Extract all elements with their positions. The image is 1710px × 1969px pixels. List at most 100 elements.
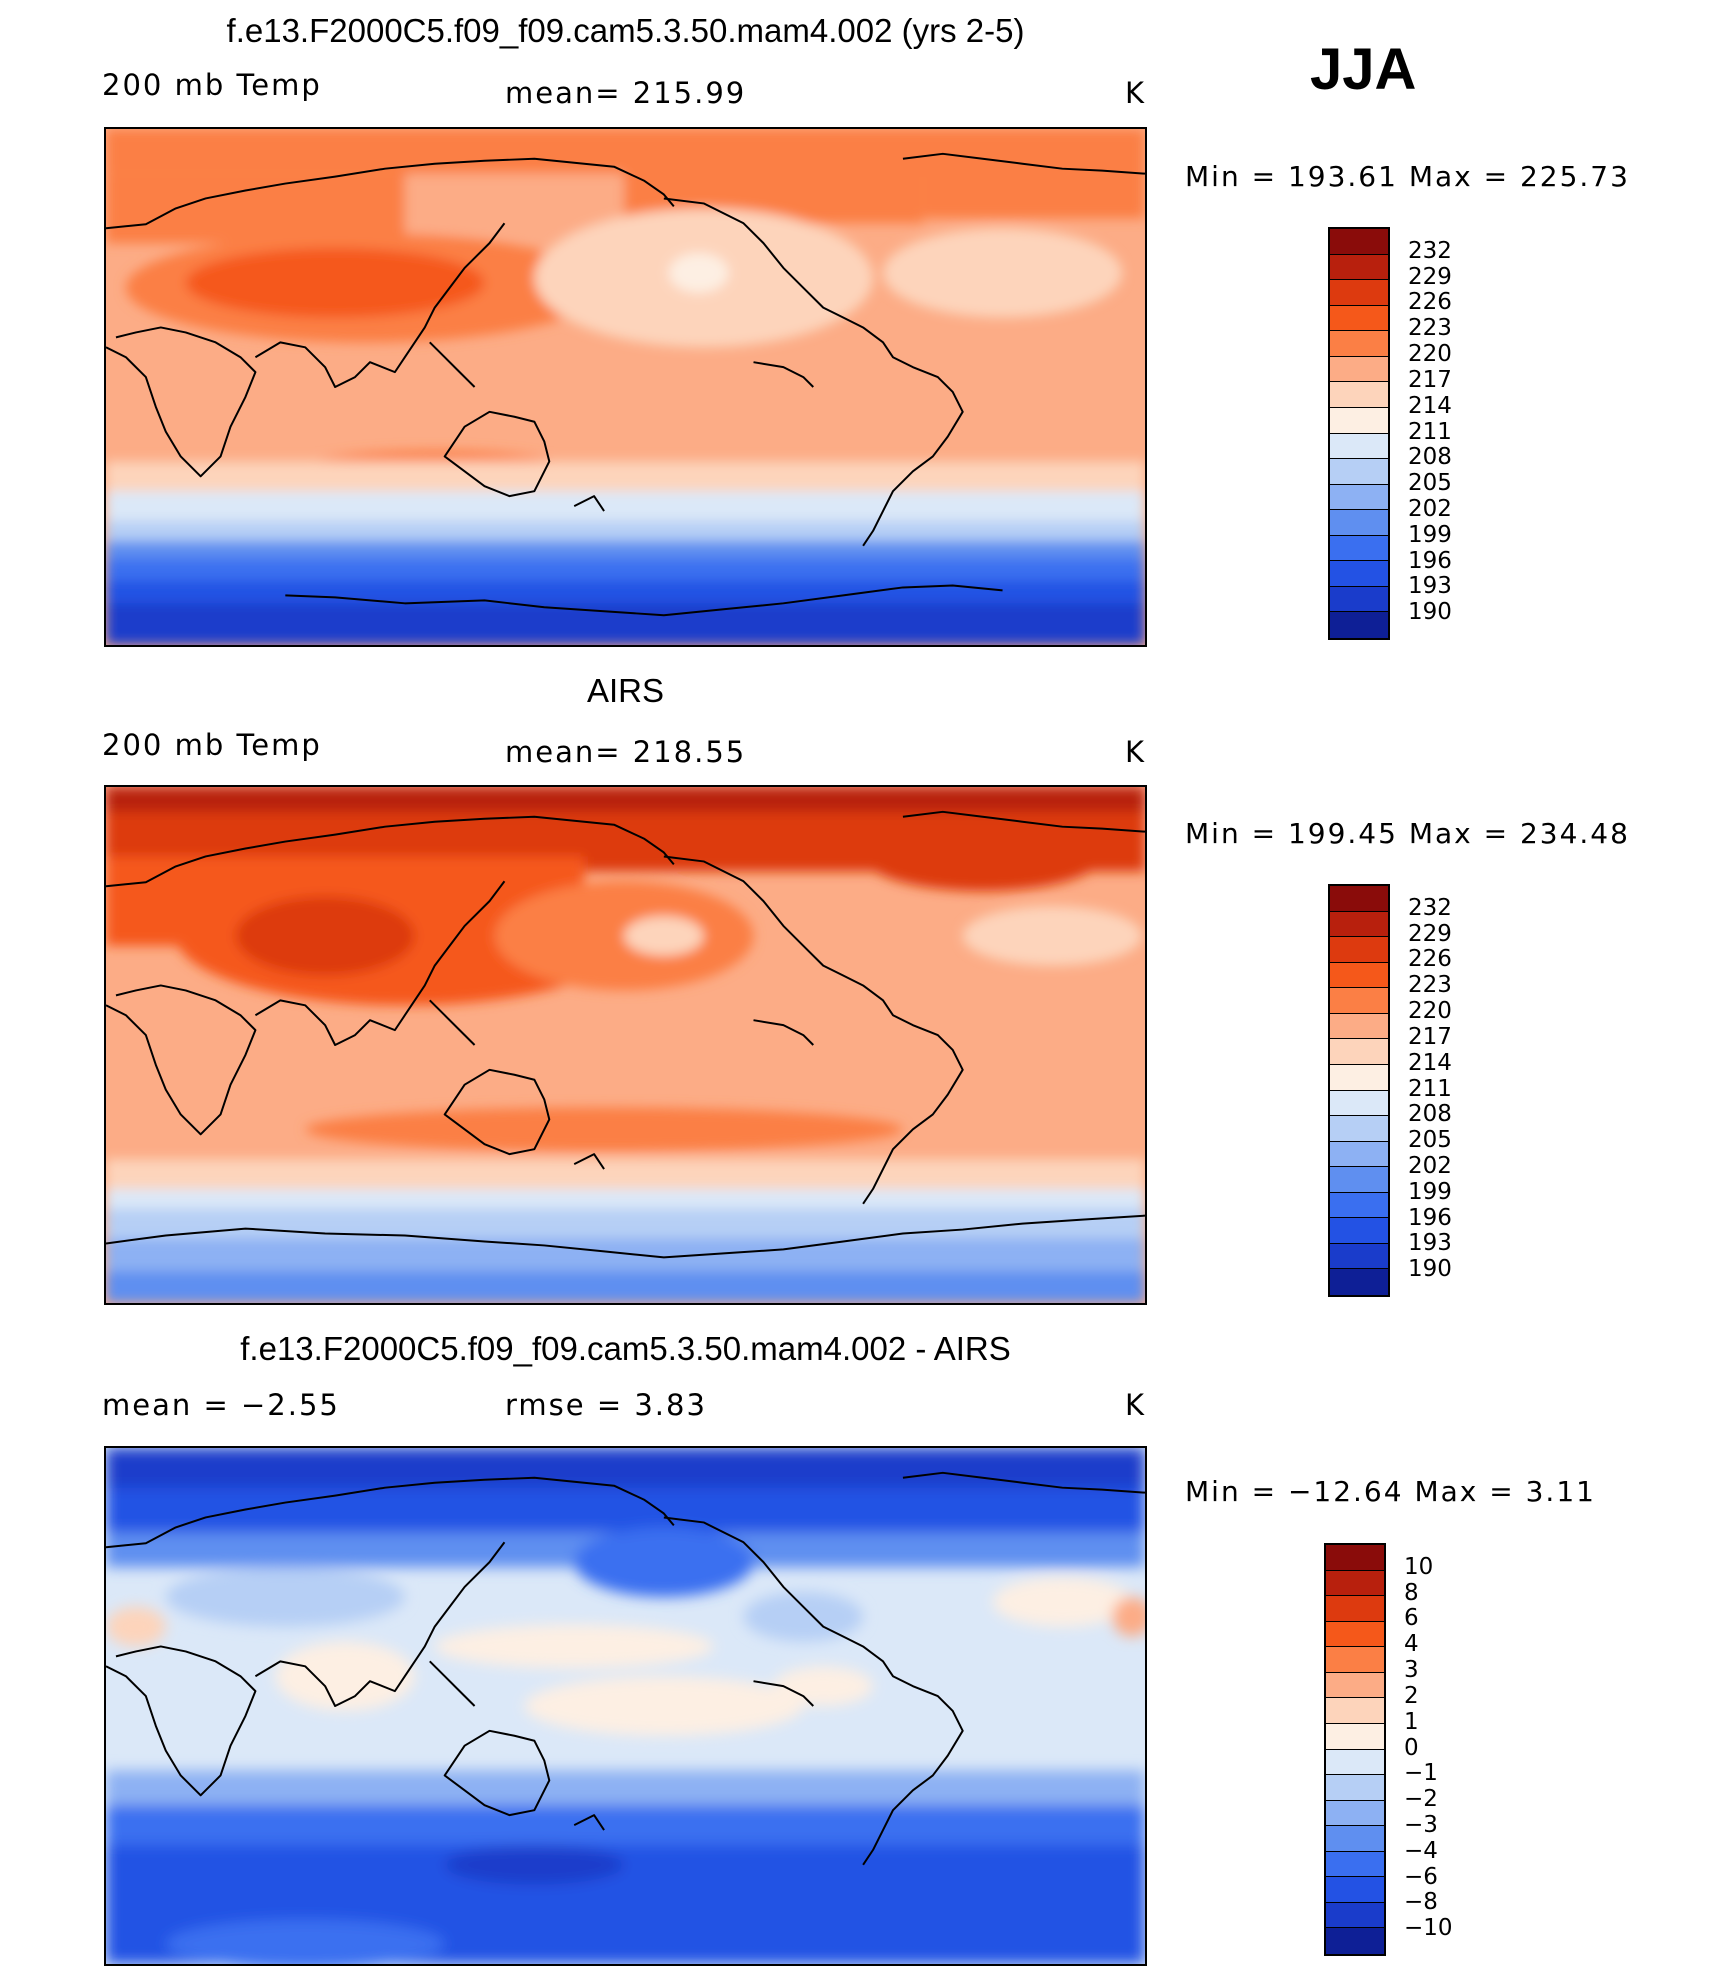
season-label: JJA <box>1310 37 1417 102</box>
colorbar-tick-label: −3 <box>1404 1811 1438 1838</box>
colorbar-tick-label: −2 <box>1404 1786 1438 1813</box>
panel3-minmax: Min = −12.64 Max = 3.11 <box>1185 1475 1596 1508</box>
panel3-units-label: K <box>1125 1388 1147 1422</box>
colorbar-tick-label: 202 <box>1408 495 1452 522</box>
colorbar-swatch <box>1326 1723 1384 1750</box>
colorbar-tick-label: 205 <box>1408 1127 1452 1154</box>
colorbar-tick-label: 202 <box>1408 1152 1452 1179</box>
panel1-minmax: Min = 193.61 Max = 225.73 <box>1185 160 1630 193</box>
colorbar-swatch <box>1330 911 1388 938</box>
panel2-field <box>106 787 1145 1303</box>
colorbar-swatch <box>1326 1596 1384 1622</box>
colorbar-tick-label: 0 <box>1404 1734 1419 1761</box>
panel1-units-label: K <box>1125 76 1147 110</box>
colorbar-tick-label: 220 <box>1408 998 1452 1025</box>
colorbar-tick-label: 232 <box>1408 237 1452 264</box>
colorbar-tick-label: −4 <box>1404 1837 1438 1864</box>
colorbar-swatch <box>1330 280 1388 306</box>
colorbar-swatch <box>1326 1800 1384 1827</box>
colorbar-swatch <box>1326 1749 1384 1776</box>
panel1-map-svg <box>106 129 1145 645</box>
colorbar-tick-label: 217 <box>1408 1023 1452 1050</box>
panel3-title: f.e13.F2000C5.f09_f09.cam5.3.50.mam4.002… <box>240 1330 1011 1367</box>
colorbar-swatch <box>1330 586 1388 613</box>
colorbar-tick-label: 217 <box>1408 366 1452 393</box>
panel3-coastlines <box>106 1471 1145 1866</box>
panel3-mean-label: mean = −2.55 <box>102 1388 340 1422</box>
panel2-units-label: K <box>1125 735 1147 769</box>
colorbar-tick-label: 229 <box>1408 920 1452 947</box>
colorbar-swatch <box>1326 1647 1384 1673</box>
colorbar-swatch <box>1330 1039 1388 1065</box>
colorbar-swatch <box>1330 229 1388 255</box>
colorbar-swatch <box>1326 1621 1384 1648</box>
colorbar-swatch <box>1330 305 1388 332</box>
panel2-mean-label: mean= 218.55 <box>505 735 747 769</box>
panel1-coastlines <box>106 152 1145 617</box>
colorbar-swatch <box>1330 561 1388 587</box>
colorbar-swatch <box>1330 382 1388 408</box>
colorbar-tick-label: 208 <box>1408 444 1452 471</box>
colorbar-tick-label: −8 <box>1404 1889 1438 1916</box>
colorbar-swatch <box>1326 1570 1384 1597</box>
panel1-colorbar <box>1328 227 1390 640</box>
colorbar-tick-label: 6 <box>1404 1605 1419 1632</box>
colorbar-swatch <box>1326 1826 1384 1852</box>
colorbar-swatch <box>1330 1269 1388 1295</box>
colorbar-tick-label: 199 <box>1408 1178 1452 1205</box>
panel2-colorbar-labels: 232 229 226 223 220 217 214 211 208 205 202 199 196 1… <box>1408 884 1488 1297</box>
colorbar-tick-label: 199 <box>1408 521 1452 548</box>
colorbar-swatch <box>1330 1013 1388 1040</box>
colorbar-tick-label: 214 <box>1408 392 1452 419</box>
colorbar-swatch <box>1326 1902 1384 1929</box>
colorbar-tick-label: 232 <box>1408 894 1452 921</box>
colorbar-swatch <box>1330 988 1388 1014</box>
colorbar-tick-label: 229 <box>1408 263 1452 290</box>
colorbar-swatch <box>1326 1545 1384 1571</box>
colorbar-tick-label: 214 <box>1408 1049 1452 1076</box>
colorbar-tick-label: −6 <box>1404 1863 1438 1890</box>
colorbar-tick-label: 193 <box>1408 1230 1452 1257</box>
panel2-coastlines <box>106 810 1145 1259</box>
colorbar-swatch <box>1326 1928 1384 1954</box>
colorbar-tick-label: −1 <box>1404 1760 1438 1787</box>
colorbar-tick-label: 226 <box>1408 946 1452 973</box>
panel2-map <box>104 785 1147 1305</box>
panel3-field <box>106 1448 1145 1964</box>
colorbar-swatch <box>1330 886 1388 912</box>
panel3-colorbar-labels: 10 8 6 4 3 2 1 0 −1 −2 −3 −4 −6 −8 −10 <box>1404 1543 1484 1956</box>
panel1-field <box>106 129 1145 645</box>
colorbar-tick-label: 223 <box>1408 315 1452 342</box>
colorbar-tick-label: 220 <box>1408 341 1452 368</box>
panel1-title: f.e13.F2000C5.f09_f09.cam5.3.50.mam4.002… <box>226 12 1025 49</box>
colorbar-tick-label: 10 <box>1404 1553 1434 1580</box>
colorbar-swatch <box>1330 1167 1388 1193</box>
colorbar-tick-label: 211 <box>1408 418 1452 445</box>
panel2-left-label: 200 mb Temp <box>102 728 322 762</box>
colorbar-swatch <box>1330 937 1388 963</box>
colorbar-swatch <box>1330 407 1388 434</box>
panel1-map <box>104 127 1147 647</box>
colorbar-swatch <box>1326 1851 1384 1878</box>
colorbar-tick-label: 193 <box>1408 573 1452 600</box>
colorbar-swatch <box>1326 1698 1384 1724</box>
colorbar-swatch <box>1330 535 1388 562</box>
colorbar-tick-label: 190 <box>1408 599 1452 626</box>
colorbar-swatch <box>1330 1243 1388 1270</box>
colorbar-tick-label: 196 <box>1408 1204 1452 1231</box>
colorbar-swatch <box>1330 433 1388 460</box>
panel1-mean-label: mean= 215.99 <box>505 76 747 110</box>
colorbar-swatch <box>1330 962 1388 989</box>
panel1-left-label: 200 mb Temp <box>102 68 322 102</box>
panel3-rmse-label: rmse = 3.83 <box>505 1388 707 1422</box>
panel2-colorbar <box>1328 884 1390 1297</box>
colorbar-swatch <box>1330 356 1388 383</box>
colorbar-tick-label: 8 <box>1404 1579 1419 1606</box>
colorbar-swatch <box>1330 612 1388 638</box>
colorbar-tick-label: 196 <box>1408 547 1452 574</box>
colorbar-swatch <box>1330 1064 1388 1091</box>
colorbar-tick-label: 226 <box>1408 289 1452 316</box>
colorbar-swatch <box>1330 1141 1388 1168</box>
colorbar-swatch <box>1330 331 1388 357</box>
colorbar-swatch <box>1330 254 1388 281</box>
